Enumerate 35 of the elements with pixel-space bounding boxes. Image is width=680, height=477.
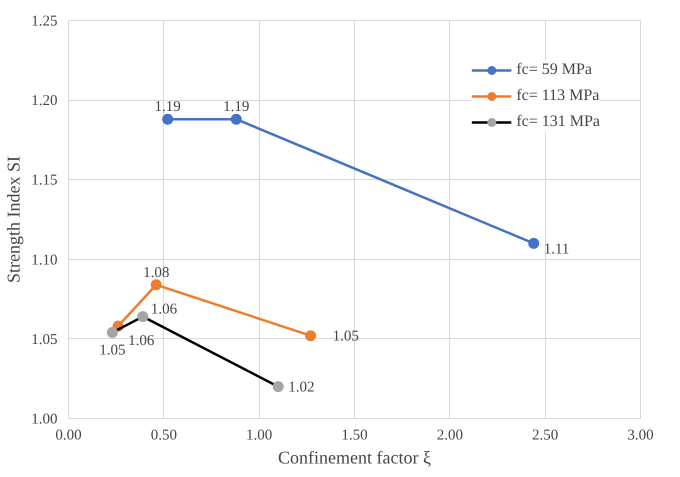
y-tick-label: 1.20 [31, 93, 58, 110]
point [230, 114, 242, 125]
x-axis-title: Confinement factor ξ [278, 448, 431, 468]
data-label: 1.11 [544, 241, 570, 258]
x-tick-label: 3.00 [627, 428, 654, 444]
point [305, 330, 316, 342]
legend-label: fc= 131 MPa [516, 113, 600, 131]
point [528, 238, 540, 249]
x-tick-label: 0.00 [55, 428, 82, 444]
x-tick-label: 0.50 [150, 428, 177, 444]
legend-label: fc= 113 MPa [516, 87, 600, 105]
y-tick-label: 1.00 [31, 412, 58, 428]
x-tick-label: 2.50 [532, 428, 558, 444]
y-tick-label: 1.10 [31, 252, 58, 268]
y-tick-label: 1.05 [31, 332, 58, 348]
y-axis-title: Strength Index SI [3, 156, 24, 283]
data-label: 1.05 [332, 328, 359, 345]
y-tick-label: 1.15 [31, 172, 58, 189]
point [106, 327, 118, 338]
x-tick-label: 1.50 [341, 428, 368, 444]
point [272, 381, 284, 392]
data-label: 1.19 [154, 99, 181, 116]
data-label: 1.02 [288, 380, 314, 396]
point [150, 279, 162, 290]
y-tick-label: 1.25 [31, 14, 58, 30]
data-label: 1.05 [99, 342, 126, 359]
legend-label: fc= 59 MPa [516, 61, 592, 79]
point [162, 114, 174, 125]
data-label: 1.19 [223, 99, 250, 116]
data-label: 1.06 [150, 302, 178, 318]
point [137, 311, 148, 322]
x-tick-label: 1.00 [246, 428, 272, 444]
data-label: 1.06 [128, 333, 155, 350]
x-tick-label: 2.00 [436, 428, 463, 444]
data-label: 1.08 [143, 264, 170, 281]
